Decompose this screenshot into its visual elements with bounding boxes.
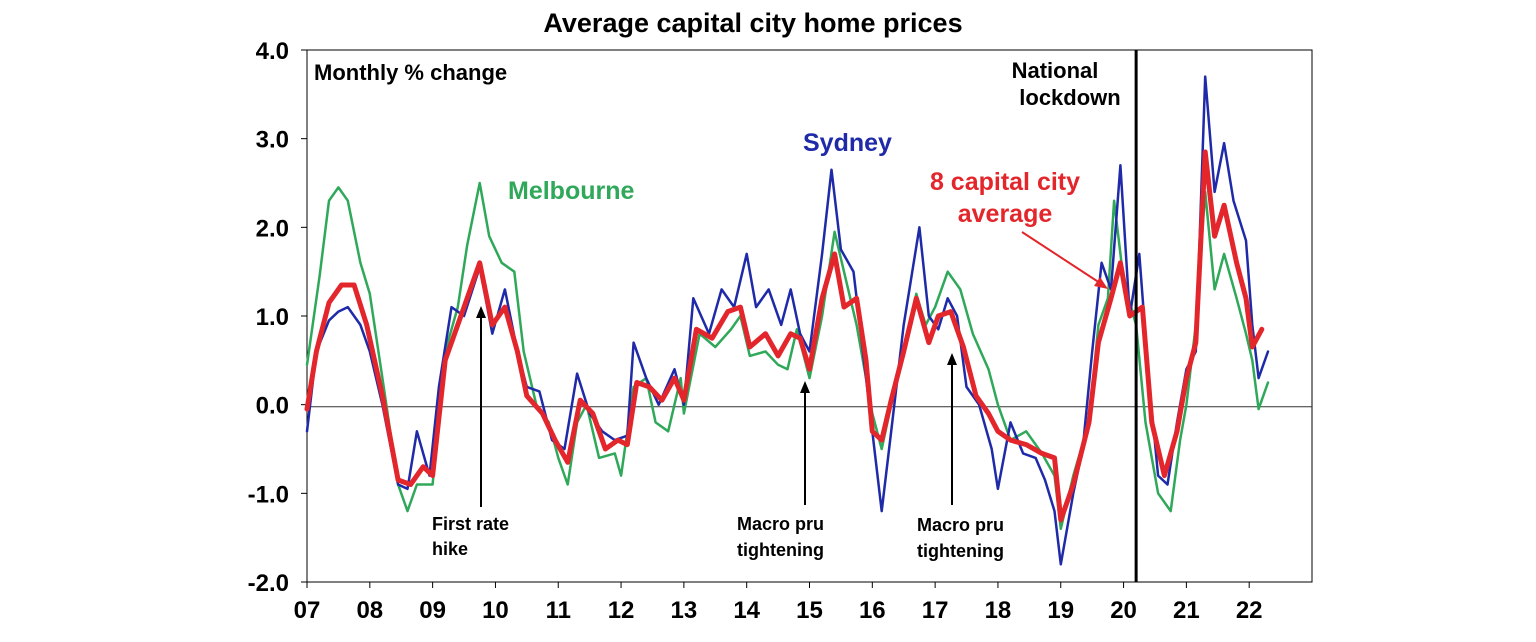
- macro-pru-1-label-2: tightening: [737, 540, 824, 560]
- macro-pru-1-arrowhead: [800, 381, 810, 393]
- x-tick-label: 14: [733, 597, 760, 624]
- macro-pru-2-label-1: Macro pru: [917, 515, 1004, 535]
- series-line-sydney: [305, 75, 1270, 566]
- y-tick-label: 4.0: [256, 38, 289, 65]
- macro-pru-2-arrowhead: [947, 353, 957, 365]
- y-tick-label: -1.0: [248, 481, 289, 508]
- y-tick-label: -2.0: [248, 570, 289, 597]
- x-tick-label: 15: [796, 597, 823, 624]
- macro-pru-1-label-1: Macro pru: [737, 514, 824, 534]
- x-tick-label: 16: [859, 597, 886, 624]
- x-tick-label: 10: [482, 597, 509, 624]
- x-tick-label: 19: [1047, 597, 1074, 624]
- y-tick-label: 3.0: [256, 127, 289, 154]
- y-tick-label: 1.0: [256, 304, 289, 331]
- chart-title: Average capital city home prices: [543, 8, 962, 38]
- lockdown-label-2: lockdown: [1019, 85, 1120, 110]
- x-tick-label: 20: [1110, 597, 1137, 624]
- x-tick-label: 09: [419, 597, 446, 624]
- x-tick-label: 07: [294, 597, 321, 624]
- x-axis: 07 08 09 10 11 12 13 14 15 16 17 18 19 20 21 22: [294, 582, 1263, 624]
- chart-subtitle: Monthly % change: [314, 60, 507, 85]
- avg-label-2: average: [958, 200, 1053, 228]
- x-tick-label: 21: [1173, 597, 1200, 624]
- x-tick-label: 13: [671, 597, 698, 624]
- x-tick-label: 11: [546, 597, 571, 624]
- sydney-label: Sydney: [803, 129, 892, 157]
- macro-pru-2-label-2: tightening: [917, 541, 1004, 561]
- first-rate-hike-label-1: First rate: [432, 514, 509, 534]
- x-tick-label: 22: [1236, 597, 1263, 624]
- y-tick-label: 0.0: [256, 393, 289, 420]
- x-tick-label: 08: [356, 597, 383, 624]
- x-tick-label: 18: [985, 597, 1012, 624]
- x-tick-label: 17: [922, 597, 949, 624]
- avg-label-1: 8 capital city: [930, 168, 1080, 196]
- y-tick-label: 2.0: [256, 215, 289, 242]
- lockdown-label-1: National: [1012, 58, 1099, 83]
- avg-pointer-head: [1094, 277, 1108, 289]
- first-rate-hike-arrowhead: [476, 306, 486, 318]
- series-line-8-capital-city-average: [304, 149, 1265, 523]
- melbourne-label: Melbourne: [508, 177, 634, 205]
- first-rate-hike-label-2: hike: [432, 539, 468, 559]
- series-lines: [304, 75, 1270, 566]
- y-axis: -2.0 -1.0 0.0 1.0 2.0 3.0 4.0: [248, 38, 307, 597]
- x-tick-label: 12: [608, 597, 635, 624]
- avg-pointer: [1021, 231, 1101, 284]
